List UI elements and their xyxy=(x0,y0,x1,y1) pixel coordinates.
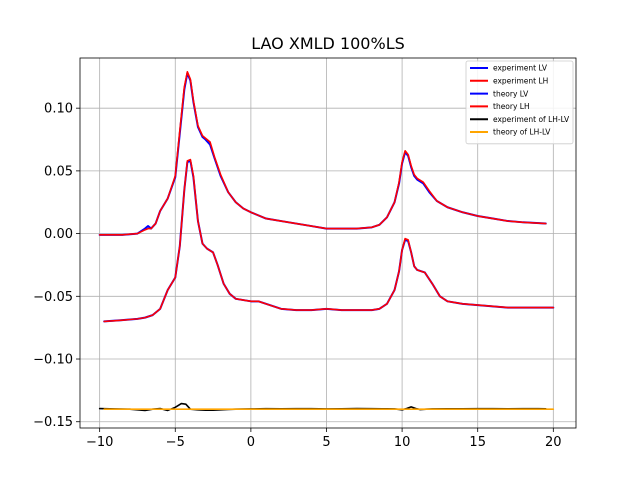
y-tick-label: −0.15 xyxy=(33,415,73,430)
legend-label: experiment of LH-LV xyxy=(493,115,570,124)
x-tick-label: −5 xyxy=(166,435,185,450)
y-tick-label: −0.10 xyxy=(33,353,73,368)
grid-lines xyxy=(80,58,576,428)
legend-label: theory LH xyxy=(493,102,530,111)
y-tick-label: −0.05 xyxy=(33,290,73,305)
x-tick-label: 0 xyxy=(247,435,255,450)
x-tick-label: 20 xyxy=(545,435,562,450)
legend-label: theory of LH-LV xyxy=(493,128,551,137)
legend-label: experiment LH xyxy=(493,77,548,86)
axes: −10 −5 0 5 10 15 20 0.10 0.05 0.00 −0.05 −0.10 −0.15 xyxy=(33,102,561,450)
x-tick-label: 15 xyxy=(469,435,486,450)
y-tick-label: 0.05 xyxy=(44,164,73,179)
legend-label: theory LV xyxy=(493,89,529,98)
plot-frame xyxy=(79,57,577,429)
series-lines xyxy=(98,71,555,412)
chart-title: LAO XMLD 100%LS xyxy=(251,34,405,53)
legend-label: experiment LV xyxy=(493,64,548,73)
series-line-experiment-lh xyxy=(98,71,547,236)
y-tick-label: 0.00 xyxy=(44,227,73,242)
legend: experiment LV experiment LH theory LV theor… xyxy=(465,60,574,145)
x-tick-label: 10 xyxy=(394,435,411,450)
x-tick-label: −10 xyxy=(86,435,113,450)
series-line-theory-lh xyxy=(103,158,555,323)
legend-box xyxy=(465,60,574,145)
x-tick-label: 5 xyxy=(322,435,330,450)
y-tick-label: 0.10 xyxy=(44,102,73,117)
